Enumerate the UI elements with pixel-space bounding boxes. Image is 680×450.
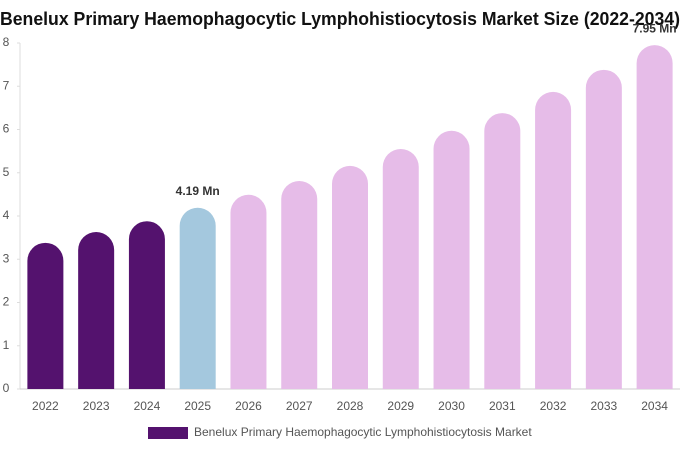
x-tick-label: 2023: [83, 399, 110, 413]
x-tick-label: 2032: [540, 399, 567, 413]
x-tick-label: 2029: [387, 399, 414, 413]
bar: [433, 130, 470, 390]
y-tick-label: 6: [3, 122, 10, 136]
x-tick-label: 2022: [32, 399, 59, 413]
x-tick-label: 2034: [641, 399, 668, 413]
y-tick-label: 4: [3, 208, 10, 222]
x-tick-label: 2031: [489, 399, 516, 413]
y-tick-label: 7: [3, 78, 10, 92]
bar: [535, 91, 572, 389]
bar: [332, 165, 368, 389]
bar: [128, 221, 165, 389]
bar: [585, 69, 622, 389]
chart-title: Benelux Primary Haemophagocytic Lymphohi…: [0, 9, 680, 29]
data-label: 7.95 Mn: [633, 21, 677, 35]
bar: [78, 232, 115, 389]
y-tick-label: 3: [3, 251, 10, 265]
bar: [382, 148, 419, 389]
bar: [281, 180, 318, 389]
y-tick-label: 8: [3, 35, 10, 49]
x-tick-label: 2030: [438, 399, 465, 413]
x-tick-label: 2033: [590, 399, 617, 413]
x-tick-label: 2028: [337, 399, 364, 413]
x-tick-label: 2026: [235, 399, 262, 413]
x-tick-label: 2025: [184, 399, 211, 413]
y-tick-label: 0: [3, 381, 10, 395]
y-tick-label: 1: [3, 338, 10, 352]
legend-label: Benelux Primary Haemophagocytic Lymphohi…: [194, 425, 532, 439]
bar: [636, 45, 673, 389]
data-label: 4.19 Mn: [176, 184, 220, 198]
bar: [230, 194, 267, 389]
bar: [27, 242, 64, 389]
y-tick-label: 5: [3, 165, 10, 179]
x-tick-label: 2027: [286, 399, 313, 413]
bar: [484, 113, 521, 389]
x-tick-label: 2024: [134, 399, 161, 413]
y-tick-label: 2: [3, 295, 10, 309]
bar: [179, 207, 216, 389]
legend-swatch: [148, 427, 188, 439]
